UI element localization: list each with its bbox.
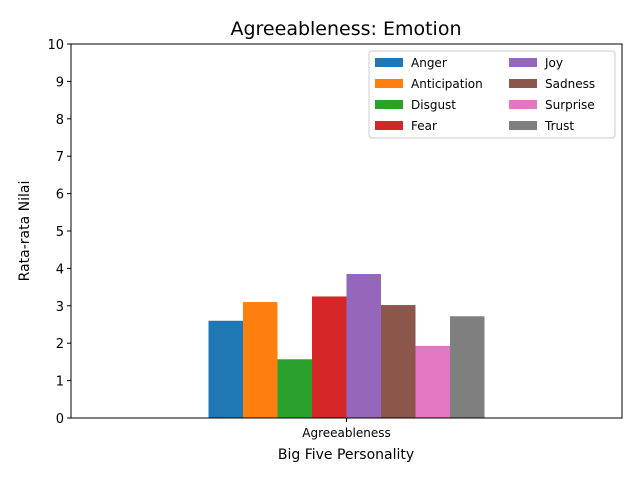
legend-swatch-disgust	[375, 100, 403, 109]
chart-title: Agreeableness: Emotion	[230, 18, 461, 40]
legend-swatch-trust	[509, 121, 537, 130]
legend-label-anticipation: Anticipation	[411, 77, 483, 91]
x-tick-label: Agreeableness	[302, 426, 390, 440]
legend-label-joy: Joy	[544, 56, 563, 70]
legend-swatch-fear	[375, 121, 403, 130]
legend-swatch-joy	[509, 58, 537, 67]
y-tick-label: 5	[56, 225, 64, 240]
legend-label-surprise: Surprise	[545, 98, 595, 112]
x-axis-label: Big Five Personality	[278, 447, 414, 463]
y-tick-label: 3	[56, 300, 64, 315]
legend-frame	[368, 50, 616, 139]
legend-label-anger: Anger	[411, 56, 447, 70]
y-tick-label: 1	[56, 375, 64, 390]
legend-swatch-surprise	[509, 100, 537, 109]
y-tick-label: 10	[47, 38, 64, 53]
bars-group	[208, 274, 485, 418]
legend: Anger Anticipation Disgust Fear Joy Sadness Su…	[368, 50, 616, 139]
bar-anticipation	[243, 302, 278, 418]
legend-label-disgust: Disgust	[411, 98, 456, 112]
legend-swatch-sadness	[509, 79, 537, 88]
legend-label-trust: Trust	[544, 119, 574, 133]
y-axis-label: Rata-rata Nilai	[17, 181, 33, 282]
y-tick-label: 7	[56, 150, 64, 165]
y-tick-label: 8	[56, 113, 64, 128]
legend-label-fear: Fear	[411, 119, 437, 133]
y-tick-label: 6	[56, 188, 64, 203]
legend-label-sadness: Sadness	[545, 77, 595, 91]
bar-sadness	[381, 305, 416, 418]
y-tick-label: 9	[56, 75, 64, 90]
y-tick-label: 4	[56, 262, 64, 277]
x-axis: Agreeableness	[302, 418, 391, 440]
y-axis: 0 1 2 3 4 5 6 7 8 9 10	[47, 38, 71, 427]
legend-swatch-anger	[375, 58, 403, 67]
y-tick-label: 0	[56, 412, 64, 427]
legend-swatch-anticipation	[375, 79, 403, 88]
bar-disgust	[277, 359, 312, 418]
bar-joy	[346, 274, 381, 418]
bar-surprise	[415, 345, 450, 418]
y-tick-label: 2	[56, 337, 64, 352]
bar-fear	[312, 296, 347, 418]
bar-anger	[208, 320, 243, 418]
bar-trust	[450, 316, 485, 418]
